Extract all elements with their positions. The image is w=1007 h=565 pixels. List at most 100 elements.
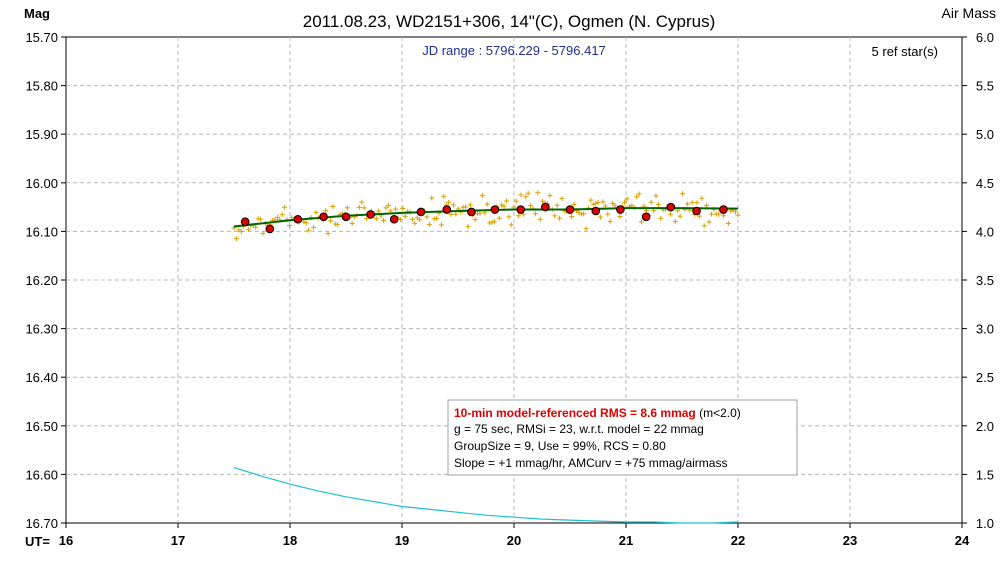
raw-point [653,193,659,199]
y-left-tick-label: 15.70 [25,30,58,45]
raw-point [376,208,382,214]
x-tick-label: 20 [507,533,521,548]
x-tick-label: 17 [171,533,185,548]
rms-text: 10-min model-referenced RMS = 8.6 mmag [454,406,696,420]
raw-point [323,208,329,214]
raw-point [547,193,553,199]
raw-point [306,227,312,233]
binned-point [616,205,625,214]
raw-point [438,222,444,228]
raw-point [286,223,292,229]
raw-point [311,225,317,231]
raw-point [491,219,497,225]
raw-point [513,198,519,204]
raw-point [501,203,507,209]
left-axis-label: Mag [24,6,50,21]
raw-point [344,205,350,211]
raw-point [301,219,307,225]
raw-point [735,212,741,218]
raw-point [689,200,695,206]
raw-point [598,214,604,220]
raw-point [434,215,440,221]
raw-point [373,216,379,222]
raw-point [552,213,558,219]
raw-point [359,199,365,205]
binned-point [516,205,526,214]
raw-point [260,230,266,236]
raw-point [330,203,336,209]
raw-point [400,206,406,212]
raw-point [708,211,714,217]
y-left-tick-label: 16.40 [25,370,58,385]
y-left-tick-label: 16.70 [25,516,58,531]
x-tick-label: 16 [59,533,73,548]
raw-point [477,210,483,216]
raw-point [465,224,471,230]
x-tick-label: 22 [731,533,745,548]
raw-point [393,206,399,212]
raw-point [600,199,606,205]
raw-point [467,202,473,208]
raw-point [258,216,264,222]
binned-point [240,217,250,226]
airmass-curve-layer [233,467,739,524]
raw-point [569,214,575,220]
raw-point [233,236,239,242]
raw-point [721,213,727,219]
right-axis-label: Air Mass [942,5,996,21]
y-left-tick-label: 16.20 [25,273,58,288]
binned-point [666,202,676,212]
raw-point [716,211,722,217]
y-left-tick-label: 15.80 [25,79,58,94]
raw-point [424,214,430,220]
raw-point [571,202,577,208]
model-fit-layer [233,207,739,228]
raw-point [677,213,683,219]
raw-point [595,199,601,205]
info-line-3: GroupSize = 9, Use = 99%, RCS = 0.80 [454,439,666,453]
y-right-tick-label: 4.5 [976,176,994,191]
raw-point [636,191,642,197]
raw-point [448,211,454,217]
raw-point [516,213,522,219]
raw-point [489,219,495,225]
raw-point [313,209,319,215]
binned-point [265,224,275,234]
info-line-2: g = 75 sec, RMSi = 23, w.r.t. model = 22… [454,422,704,436]
binned-point [541,202,550,212]
raw-point [535,190,541,196]
raw-point [409,216,415,222]
raw-point [528,203,534,209]
raw-point [274,214,280,220]
raw-point [701,223,707,229]
x-tick-label: 23 [843,533,857,548]
raw-point [590,201,596,207]
raw-point [704,202,710,208]
raw-point [429,195,435,201]
raw-point [559,196,565,202]
raw-point [503,198,509,204]
ref-stars-label: 5 ref star(s) [872,44,938,59]
y-left-tick-label: 15.90 [25,127,58,142]
raw-point [441,193,447,199]
raw-point [537,216,543,222]
info-box: 10-min model-referenced RMS = 8.6 mmag (… [447,399,798,476]
raw-point [634,194,640,200]
y-right-tick-label: 1.0 [976,516,994,531]
raw-point [238,229,244,235]
x-tick-label: 19 [395,533,409,548]
raw-point [327,218,333,224]
raw-point [699,195,705,201]
raw-point [303,220,309,226]
raw-point [381,217,387,223]
raw-point [639,219,645,225]
binned-point [467,207,476,217]
raw-point [412,220,418,226]
raw-point [605,211,611,217]
binned-point [366,210,375,219]
raw-point [733,209,739,215]
x-tick-label: 24 [955,533,970,548]
raw-point [397,217,403,223]
binned-point [565,205,575,214]
